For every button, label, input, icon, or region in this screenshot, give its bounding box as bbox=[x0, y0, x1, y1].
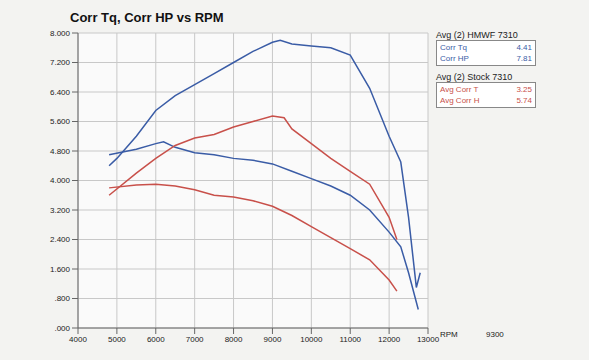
svg-text:4.000: 4.000 bbox=[50, 176, 71, 185]
html-text:9300: 9300 bbox=[486, 330, 504, 339]
svg-text:11000: 11000 bbox=[339, 335, 361, 344]
svg-text:4000: 4000 bbox=[69, 335, 87, 344]
svg-text:8000: 8000 bbox=[225, 335, 243, 344]
svg-text:12000: 12000 bbox=[378, 335, 401, 344]
svg-text:9000: 9000 bbox=[264, 335, 282, 344]
svg-text:8.000: 8.000 bbox=[50, 29, 71, 38]
svg-text:6.400: 6.400 bbox=[50, 88, 71, 97]
html-text:Avg Corr H: Avg Corr H bbox=[440, 96, 480, 105]
svg-text:2.400: 2.400 bbox=[50, 235, 71, 244]
html-text:Avg (2) Stock 7310: Avg (2) Stock 7310 bbox=[436, 72, 513, 82]
html-text:4.41: 4.41 bbox=[516, 43, 532, 52]
svg-text:.800: .800 bbox=[54, 294, 70, 303]
html-text:3.25: 3.25 bbox=[516, 85, 532, 94]
html-text:Avg Corr T: Avg Corr T bbox=[440, 85, 479, 94]
svg-text:6000: 6000 bbox=[147, 335, 165, 344]
svg-text:5.600: 5.600 bbox=[50, 117, 71, 126]
svg-text:1.600: 1.600 bbox=[50, 265, 71, 274]
svg-text:.000: .000 bbox=[54, 324, 70, 333]
svg-text:13000: 13000 bbox=[417, 335, 440, 344]
html-text:7.81: 7.81 bbox=[516, 54, 532, 63]
html-text:Avg (2) HMWF 7310: Avg (2) HMWF 7310 bbox=[436, 30, 518, 40]
svg-text:5000: 5000 bbox=[108, 335, 126, 344]
svg-text:7.200: 7.200 bbox=[50, 58, 71, 67]
svg-text:10000: 10000 bbox=[300, 335, 323, 344]
html-text:Corr Tq: Corr Tq bbox=[440, 43, 467, 52]
html-text:5.74: 5.74 bbox=[516, 96, 532, 105]
svg-text:7000: 7000 bbox=[186, 335, 204, 344]
svg-text:3.200: 3.200 bbox=[50, 206, 71, 215]
html-text:Corr HP: Corr HP bbox=[440, 54, 469, 63]
svg-text:4.800: 4.800 bbox=[50, 147, 71, 156]
html-text:RPM: RPM bbox=[440, 330, 458, 339]
html-text:Corr Tq, Corr HP vs RPM: Corr Tq, Corr HP vs RPM bbox=[70, 10, 224, 25]
